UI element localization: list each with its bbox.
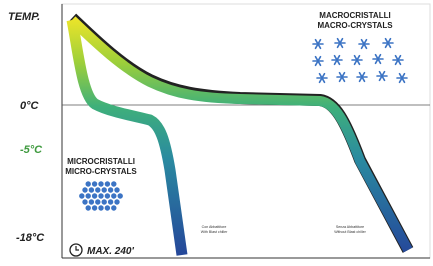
y-title: TEMP. — [8, 11, 40, 23]
micro-dot — [111, 181, 116, 186]
micro-dot — [98, 193, 103, 198]
footer: MAX. 240' — [87, 246, 134, 257]
diagram: TEMP. 0°C -5°C -18°C MAX. 240' MACROCRIS… — [0, 0, 433, 266]
micro-dot — [82, 199, 87, 204]
micro-dot — [79, 193, 84, 198]
micro-dot — [105, 205, 110, 210]
curve-slow — [72, 20, 408, 250]
micro-dot — [108, 199, 113, 204]
micro-dot — [92, 193, 97, 198]
micro-dot — [86, 193, 91, 198]
curve-label: Senza Abbattitore — [336, 225, 364, 229]
level-label: -5°C — [20, 144, 43, 156]
level-label: -18°C — [16, 232, 45, 244]
micro-subtitle: MICRO-CRYSTALS — [65, 167, 137, 176]
curve-sublabel: Without Blast chiller — [334, 230, 366, 234]
micro-dot — [82, 187, 87, 192]
level-label: 0°C — [20, 100, 40, 112]
curve-fast — [72, 20, 182, 255]
micro-dot — [102, 187, 107, 192]
micro-dot — [105, 193, 110, 198]
micro-title: MICROCRISTALLI — [67, 157, 135, 166]
micro-dot — [98, 181, 103, 186]
clock-icon — [70, 244, 82, 256]
micro-dot — [89, 187, 94, 192]
micro-dot — [89, 199, 94, 204]
micro-dot — [102, 199, 107, 204]
micro-dot — [114, 199, 119, 204]
frame — [62, 4, 430, 258]
micro-dot — [118, 193, 123, 198]
micro-dot — [92, 205, 97, 210]
micro-dot — [86, 205, 91, 210]
micro-dot — [92, 181, 97, 186]
micro-dot — [108, 187, 113, 192]
micro-dot — [111, 205, 116, 210]
macro-subtitle: MACRO-CRYSTALS — [317, 21, 393, 30]
micro-dots — [79, 181, 123, 210]
micro-dot — [105, 181, 110, 186]
curve-label: Con Abbattitore — [202, 225, 227, 229]
micro-dot — [95, 187, 100, 192]
page: {"axis": {"y_title": "TEMP.", "levels": … — [0, 0, 433, 266]
micro-dot — [95, 199, 100, 204]
micro-dot — [111, 193, 116, 198]
micro-dot — [114, 187, 119, 192]
curve-sublabel: With Blast chiller — [201, 230, 228, 234]
macro-flakes — [313, 39, 407, 83]
micro-dot — [98, 205, 103, 210]
curve-slow-outline — [72, 18, 408, 250]
macro-title: MACROCRISTALLI — [319, 11, 390, 20]
micro-dot — [86, 181, 91, 186]
